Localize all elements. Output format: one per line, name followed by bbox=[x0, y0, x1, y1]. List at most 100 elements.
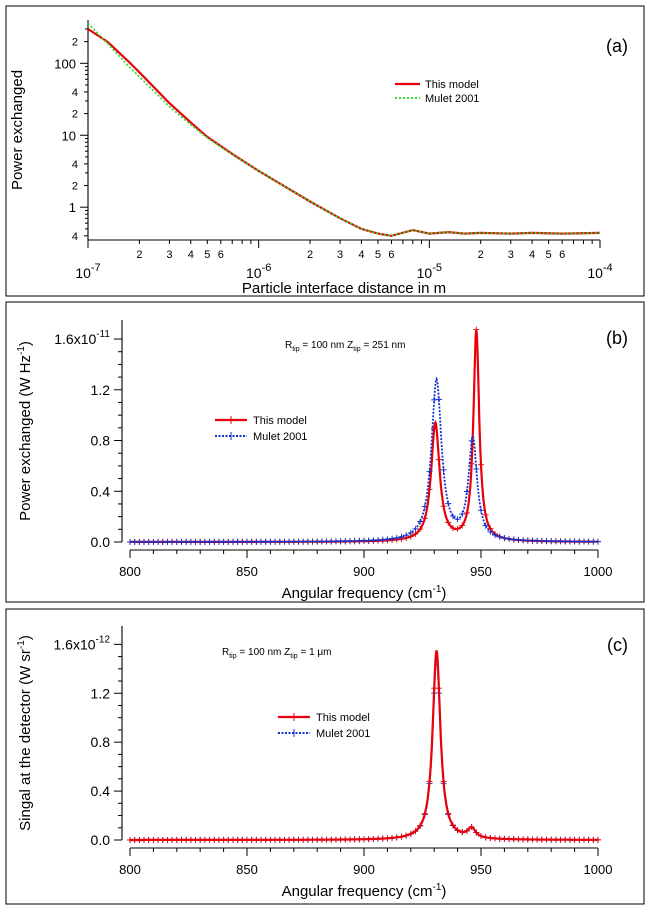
annotation-r: R bbox=[222, 647, 229, 658]
x-minor-label: 6 bbox=[559, 249, 565, 261]
marker-this-model bbox=[463, 827, 470, 834]
x-minor-label: 4 bbox=[358, 249, 364, 261]
marker-this-model bbox=[412, 530, 419, 537]
marker-mulet-2001 bbox=[595, 538, 601, 545]
annotation: Rtip = 100 nm Ztip = 1 μm bbox=[222, 647, 332, 660]
x-tick-label: 850 bbox=[236, 564, 258, 579]
y-axis-label: Power exchanged bbox=[9, 70, 26, 190]
marker-mulet-2001 bbox=[426, 468, 433, 475]
panel-label: (a) bbox=[606, 36, 628, 56]
marker-mulet-2001 bbox=[398, 533, 405, 540]
x-axis-label: Angular frequency (cm-1) bbox=[282, 584, 447, 602]
x-tick-exponent: -4 bbox=[603, 262, 613, 274]
x-tick-mantissa: 10 bbox=[417, 265, 433, 281]
x-minor-label: 5 bbox=[204, 249, 210, 261]
marker-this-model bbox=[454, 525, 461, 532]
marker-mulet-2001 bbox=[468, 437, 475, 444]
y-tick-label: 1.6x10-11 bbox=[54, 329, 110, 347]
x-axis-label-end: ) bbox=[441, 883, 446, 900]
marker-mulet-2001 bbox=[389, 535, 396, 542]
y-tick-label: 0.8 bbox=[91, 734, 111, 750]
marker-this-model bbox=[445, 519, 452, 526]
marker-this-model bbox=[459, 522, 466, 529]
x-axis-label-sup: -1 bbox=[433, 584, 442, 595]
legend-label-mulet-2001: Mulet 2001 bbox=[253, 431, 307, 443]
marker-this-model bbox=[449, 822, 456, 829]
legend-label-this-model: This model bbox=[425, 79, 479, 91]
x-minor-label: 5 bbox=[546, 249, 552, 261]
marker-mulet-2001 bbox=[501, 535, 508, 542]
marker-this-model bbox=[403, 832, 410, 839]
marker-this-model bbox=[426, 778, 433, 785]
annotation-z-val: = 1 μm bbox=[298, 647, 332, 658]
marker-mulet-2001 bbox=[445, 500, 452, 507]
marker-this-model bbox=[389, 834, 396, 841]
marker-this-model bbox=[445, 810, 452, 817]
marker-mulet-2001 bbox=[473, 466, 480, 473]
y-axis-label-sup: -1 bbox=[16, 346, 27, 355]
y-tick-label: 1.2 bbox=[91, 382, 111, 398]
marker-this-model bbox=[440, 778, 447, 785]
y-tick-exponent: -12 bbox=[96, 634, 111, 645]
marker-mulet-2001 bbox=[431, 396, 438, 403]
x-minor-label: 3 bbox=[508, 249, 514, 261]
marker-mulet-2001 bbox=[384, 536, 391, 543]
y-minor-label: 2 bbox=[72, 109, 78, 121]
marker-mulet-2001 bbox=[478, 507, 484, 514]
panel-a: 10-72 3 4 5 610-62 3 4 5 610-52 3 4 5 610-4110100424… bbox=[5, 5, 645, 297]
y-tick-text: 0.4 bbox=[91, 783, 111, 799]
x-minor-label: 6 bbox=[388, 249, 394, 261]
marker-this-model bbox=[595, 836, 601, 843]
marker-this-model bbox=[421, 515, 428, 522]
y-tick-exponent: -11 bbox=[96, 329, 110, 340]
y-tick-text: 0.0 bbox=[91, 832, 111, 848]
x-axis-label-text: Angular frequency (cm bbox=[282, 883, 433, 900]
marker-mulet-2001 bbox=[492, 532, 499, 539]
x-tick-label: 10-7 bbox=[75, 262, 100, 281]
marker-this-model bbox=[435, 456, 442, 463]
marker-this-model bbox=[431, 425, 438, 432]
x-minor-label: 4 bbox=[529, 249, 535, 261]
marker-this-model bbox=[482, 834, 489, 841]
marker-mulet-2001 bbox=[482, 522, 489, 529]
x-tick-exponent: -6 bbox=[262, 262, 272, 274]
series-line-mulet-2001 bbox=[130, 656, 598, 841]
y-minor-label: 4 bbox=[72, 87, 78, 99]
marker-this-model bbox=[482, 511, 489, 518]
y-axis-label: Power exchanged (W Hz-1) bbox=[16, 341, 34, 521]
x-axis-label-text: Angular frequency (cm bbox=[282, 585, 433, 602]
panel-b: 800 850 900 950 1000 0.0 0.4 0.8 1.2 1.6x10-11 Ang… bbox=[5, 301, 645, 603]
panel-label: (b) bbox=[606, 328, 628, 348]
y-axis-label-text: Singal at the detector (W sr bbox=[17, 649, 34, 831]
legend-label-mulet-2001: Mulet 2001 bbox=[425, 93, 479, 105]
marker-mulet-2001 bbox=[412, 525, 419, 532]
x-tick-label: 10-5 bbox=[417, 262, 442, 281]
y-axis-label-end: ) bbox=[17, 635, 34, 640]
x-tick-label: 800 bbox=[119, 862, 141, 877]
y-axis-label-sup: -1 bbox=[16, 640, 27, 649]
y-minor-label: 2 bbox=[72, 37, 78, 49]
x-minor-label: 3 bbox=[166, 249, 172, 261]
marker-this-model bbox=[473, 829, 480, 836]
marker-mulet-2001 bbox=[449, 513, 456, 520]
marker-this-model bbox=[407, 830, 414, 837]
series-line-this-model bbox=[130, 650, 598, 842]
annotation-z-sub: tip bbox=[290, 653, 298, 660]
marker-this-model bbox=[398, 833, 405, 840]
x-axis-label-end: ) bbox=[441, 585, 446, 602]
y-minor-label: 4 bbox=[72, 159, 78, 171]
x-minor-label: 2 bbox=[307, 249, 313, 261]
legend-label-this-model: This model bbox=[316, 712, 370, 724]
marker-mulet-2001 bbox=[407, 529, 414, 536]
marker-this-model bbox=[435, 685, 442, 692]
panel-b-frame bbox=[5, 301, 645, 603]
x-minor-label: 2 bbox=[478, 249, 484, 261]
x-tick-label: 900 bbox=[353, 564, 375, 579]
marker-mulet-2001 bbox=[393, 534, 400, 541]
y-tick-text: 0.8 bbox=[91, 734, 111, 750]
x-minor-label: 3 bbox=[337, 249, 343, 261]
x-tick-label: 950 bbox=[470, 862, 492, 877]
y-tick-text: 0.8 bbox=[91, 433, 111, 449]
y-tick-label: 0.0 bbox=[91, 534, 111, 550]
